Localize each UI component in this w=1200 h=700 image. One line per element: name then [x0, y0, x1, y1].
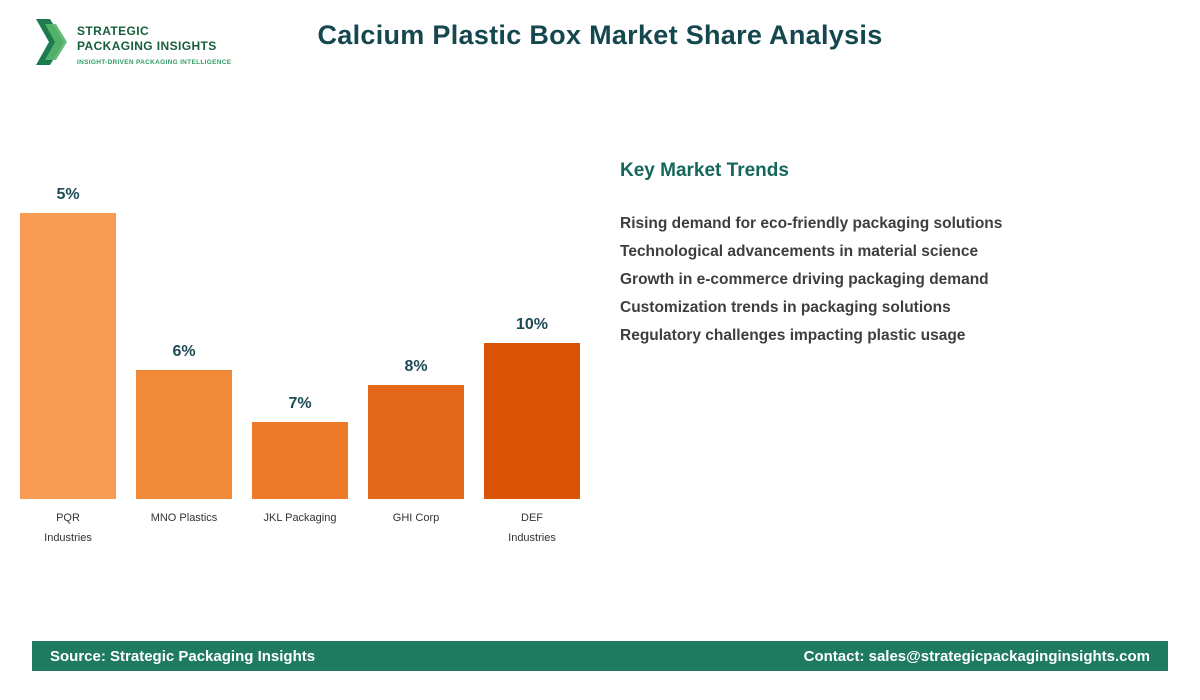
trend-item: Customization trends in packaging soluti… — [620, 299, 951, 316]
bar-value-label: 6% — [172, 343, 196, 360]
bar-category-label: DEF Industries — [508, 512, 556, 545]
bar-value-label: 5% — [56, 186, 80, 203]
bar-value-label: 7% — [288, 395, 312, 412]
logo-text: STRATEGIC PACKAGING INSIGHTS INSIGHT-DRI… — [77, 24, 231, 66]
bar-category-label: MNO Plastics — [150, 512, 218, 524]
bar-column: 5% PQR Industries — [20, 150, 116, 545]
footer-bar: Source: Strategic Packaging Insights Con… — [32, 641, 1168, 671]
logo-line2: PACKAGING INSIGHTS — [77, 38, 217, 53]
bar — [368, 385, 464, 499]
bar-value-label: 10% — [515, 316, 549, 333]
logo-tagline: INSIGHT-DRIVEN PACKAGING INTELLIGENCE — [77, 58, 232, 66]
logo-chevron-icon — [34, 13, 68, 76]
trend-item: Growth in e-commerce driving packaging d… — [620, 271, 989, 288]
bar-chart-bars: 5% PQR Industries 6% MNO Plastics 7% JKL Pack… — [20, 150, 600, 545]
bar — [484, 343, 580, 499]
bar-column: 7% JKL Packaging — [252, 150, 348, 543]
trends-heading: Key Market Trends — [620, 160, 789, 181]
bar-column: 6% MNO Plastics — [136, 150, 232, 543]
bar-category-label: GHI Corp — [392, 512, 440, 524]
bar-column: 10% DEF Industries — [484, 150, 580, 545]
key-market-trends-section: Key Market Trends Rising demand for eco-… — [620, 160, 1160, 350]
logo: STRATEGIC PACKAGING INSIGHTS INSIGHT-DRI… — [34, 13, 231, 76]
footer-contact: Contact: sales@strategicpackaginginsight… — [803, 647, 1150, 665]
trend-item: Technological advancements in material s… — [620, 243, 979, 260]
bar-column: 8% GHI Corp — [368, 150, 464, 543]
trend-item: Regulatory challenges impacting plastic … — [620, 327, 966, 344]
bar-category-label: PQR Industries — [44, 512, 92, 545]
market-share-bar-chart: 5% PQR Industries 6% MNO Plastics 7% JKL Pack… — [20, 150, 600, 545]
bar — [136, 370, 232, 499]
bar-value-label: 8% — [404, 358, 428, 375]
logo-line1: STRATEGIC — [77, 23, 150, 38]
bar-category-label: JKL Packaging — [263, 512, 337, 524]
bar — [252, 422, 348, 499]
bar — [20, 213, 116, 499]
page-title: Calcium Plastic Box Market Share Analysi… — [317, 20, 883, 50]
trend-item: Rising demand for eco-friendly packaging… — [620, 215, 1003, 232]
trends-list: Rising demand for eco-friendly packaging… — [620, 210, 1160, 350]
footer-source: Source: Strategic Packaging Insights — [50, 647, 316, 665]
